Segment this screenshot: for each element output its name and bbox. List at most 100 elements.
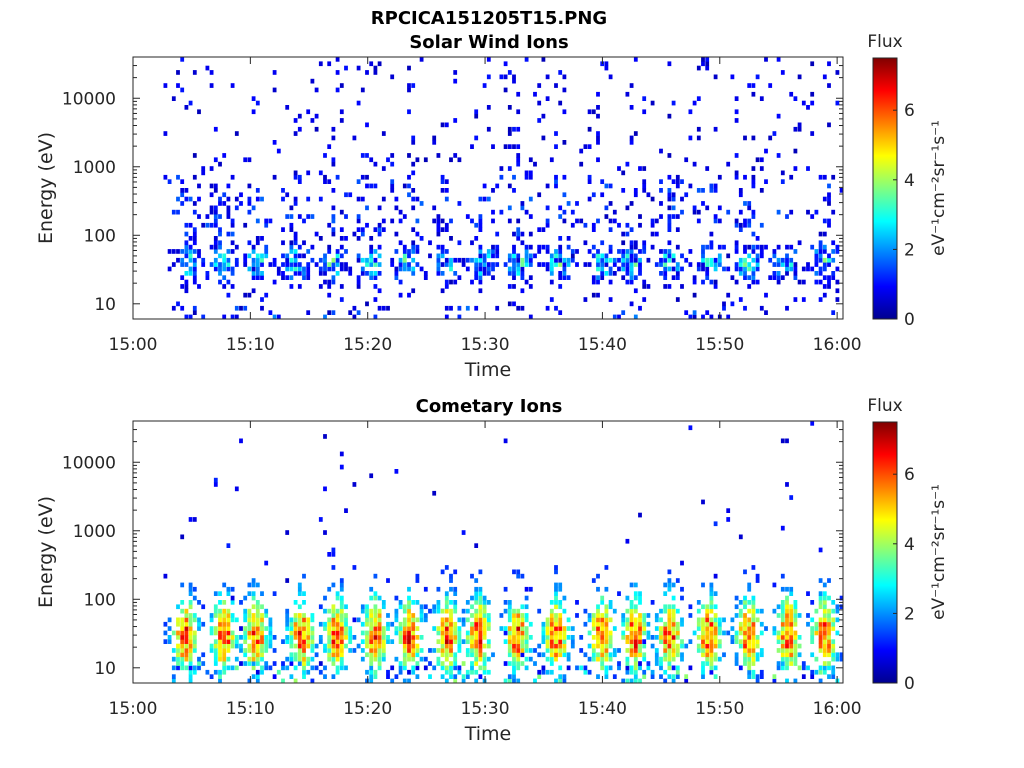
flux-cell xyxy=(197,621,201,627)
flux-cell xyxy=(638,214,642,219)
flux-cell xyxy=(344,665,348,671)
flux-cell xyxy=(688,613,693,618)
flux-cell xyxy=(747,608,752,614)
flux-cell xyxy=(709,617,714,623)
flux-cell xyxy=(507,639,512,644)
flux-cell xyxy=(709,595,714,601)
flux-cell xyxy=(680,196,684,202)
flux-cell xyxy=(474,109,479,115)
flux-cell xyxy=(751,648,756,653)
flux-cell xyxy=(722,617,726,623)
flux-cell xyxy=(600,648,605,653)
flux-cell xyxy=(600,595,605,601)
flux-cell xyxy=(680,643,684,649)
flux-cell xyxy=(369,608,374,614)
flux-cell xyxy=(377,227,382,232)
flux-cell xyxy=(558,621,563,627)
flux-cell xyxy=(512,656,516,662)
flux-cell xyxy=(243,595,248,601)
flux-cell xyxy=(264,665,269,671)
flux-cell xyxy=(251,271,256,276)
flux-cell xyxy=(428,648,432,653)
flux-cell xyxy=(255,626,260,631)
flux-cell xyxy=(814,279,819,285)
flux-cell xyxy=(583,262,588,267)
flux-cell xyxy=(600,266,605,272)
flux-cell xyxy=(604,604,609,610)
flux-cell xyxy=(789,656,794,662)
flux-cell xyxy=(255,652,260,658)
flux-cell xyxy=(680,621,684,627)
flux-cell xyxy=(587,144,592,149)
flux-cell xyxy=(209,183,214,189)
flux-cell xyxy=(734,661,739,666)
flux-cell xyxy=(184,271,189,276)
flux-cell xyxy=(516,656,521,662)
flux-cell xyxy=(701,188,705,193)
flux-cell xyxy=(226,249,231,254)
flux-cell xyxy=(541,635,546,640)
flux-cell xyxy=(503,630,508,636)
flux-cell xyxy=(314,87,319,93)
flux-cell xyxy=(327,648,332,653)
flux-cell xyxy=(482,608,487,614)
flux-cell xyxy=(369,630,374,636)
flux-cell xyxy=(306,109,311,115)
flux-cell xyxy=(604,630,609,636)
flux-cell xyxy=(306,262,311,267)
flux-cell xyxy=(335,613,340,618)
flux-cell xyxy=(701,314,705,320)
flux-cell xyxy=(545,669,550,675)
flux-cell xyxy=(255,266,260,272)
flux-cell xyxy=(776,271,781,276)
flux-cell xyxy=(818,578,823,583)
flux-cell xyxy=(579,161,584,167)
flux-cell xyxy=(608,656,613,662)
flux-cell xyxy=(549,648,554,653)
flux-cell xyxy=(751,271,756,276)
flux-cell xyxy=(369,621,374,627)
flux-cell xyxy=(549,661,554,666)
flux-cell xyxy=(373,591,378,596)
flux-cell xyxy=(302,275,306,280)
flux-cell xyxy=(818,604,823,610)
flux-cell xyxy=(436,604,441,610)
flux-cell xyxy=(663,257,668,263)
flux-cell xyxy=(260,257,264,263)
flux-cell xyxy=(197,214,201,219)
flux-cell xyxy=(524,170,529,176)
flux-cell xyxy=(671,648,676,653)
flux-cell xyxy=(806,591,810,596)
flux-cell xyxy=(554,174,558,180)
flux-cell xyxy=(432,135,437,141)
flux-cell xyxy=(390,262,395,267)
flux-cell xyxy=(377,305,382,311)
colorbar-tick-label: 6 xyxy=(904,465,915,485)
flux-cell xyxy=(440,639,445,644)
flux-cell xyxy=(512,661,516,666)
flux-cell xyxy=(457,257,462,263)
y-tick-label: 100 xyxy=(84,590,116,610)
flux-cell xyxy=(251,249,256,254)
flux-cell xyxy=(562,678,567,684)
flux-cell xyxy=(306,170,311,176)
flux-cell xyxy=(785,630,789,636)
flux-cell xyxy=(738,209,743,215)
flux-cell xyxy=(604,205,609,211)
flux-cell xyxy=(218,674,222,679)
flux-cell xyxy=(297,582,302,588)
flux-cell xyxy=(520,288,525,294)
flux-cell xyxy=(709,188,714,193)
flux-cell xyxy=(461,530,466,535)
flux-cell xyxy=(339,648,344,653)
flux-cell xyxy=(222,600,227,605)
flux-cell xyxy=(558,236,563,241)
flux-cell xyxy=(751,209,756,215)
flux-cell xyxy=(793,297,798,302)
flux-cell xyxy=(789,613,794,618)
flux-cell xyxy=(449,279,453,285)
flux-cell xyxy=(339,451,344,457)
flux-cell xyxy=(608,227,613,232)
flux-cell xyxy=(478,569,483,575)
flux-cell xyxy=(335,262,340,267)
